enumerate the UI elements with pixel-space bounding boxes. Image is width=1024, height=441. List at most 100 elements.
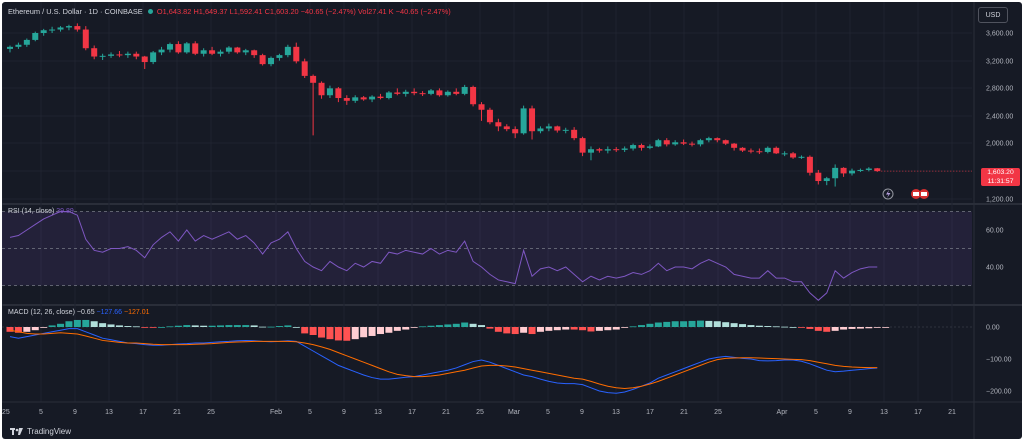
- macd-legend-macd: −127.66: [96, 309, 123, 316]
- macd-histogram-bar: [873, 327, 881, 328]
- candle-up: [99, 55, 106, 57]
- candle-down: [503, 126, 510, 130]
- rsi-axis-label: 40.00: [986, 265, 1004, 272]
- price-axis-label: 2,000.00: [986, 141, 1013, 148]
- candle-up: [562, 129, 569, 131]
- candle-up: [587, 149, 594, 153]
- macd-axis-label: 0.00: [986, 325, 1000, 332]
- time-axis-label: 9: [848, 409, 852, 416]
- time-axis-label: 25: [207, 409, 215, 416]
- macd-histogram-bar: [865, 327, 873, 329]
- macd-histogram-bar: [360, 327, 368, 338]
- candle-up: [326, 88, 333, 96]
- macd-histogram-bar: [823, 327, 831, 332]
- time-axis-label: 21: [173, 409, 181, 416]
- candle-down: [689, 143, 696, 145]
- rsi-legend[interactable]: RSI (14, close) 39.89: [8, 208, 74, 215]
- candle-down: [74, 26, 81, 30]
- ohlc-change: −40.65 (−2.47%): [300, 7, 356, 16]
- macd-histogram-bar: [191, 325, 199, 327]
- rsi-band-fill: [2, 211, 972, 286]
- candle-up: [200, 50, 207, 54]
- tradingview-label: TradingView: [27, 427, 72, 436]
- candle-down: [436, 90, 443, 96]
- macd-histogram-bar: [427, 325, 435, 327]
- time-axis-label: 13: [374, 409, 382, 416]
- candle-down: [815, 172, 822, 182]
- time-axis-label: 17: [408, 409, 416, 416]
- macd-histogram-bar: [124, 326, 132, 327]
- candle-down: [773, 147, 780, 154]
- candle-up: [150, 52, 157, 63]
- macd-line: [9, 328, 878, 394]
- time-axis-label: Mar: [508, 409, 521, 416]
- macd-histogram-bar: [671, 321, 679, 327]
- macd-histogram-bar: [149, 327, 157, 328]
- macd-histogram-bar: [343, 327, 351, 341]
- macd-histogram-bar: [781, 326, 789, 328]
- time-axis-label: 13: [105, 409, 113, 416]
- candle-up: [849, 170, 855, 174]
- macd-histogram-bar: [14, 327, 22, 333]
- macd-histogram-bar: [562, 327, 570, 330]
- candle-down: [310, 75, 317, 83]
- price-axis-label: 2,800.00: [986, 86, 1013, 93]
- macd-histogram-bar: [444, 324, 452, 327]
- currency-button[interactable]: USD: [978, 7, 1008, 23]
- candle-down: [453, 91, 460, 94]
- time-axis-label: 25: [714, 409, 722, 416]
- candle-down: [91, 48, 98, 57]
- candle-up: [402, 91, 409, 94]
- macd-histogram-bar: [646, 323, 654, 327]
- macd-histogram-bar: [301, 327, 309, 334]
- candle-down: [377, 96, 384, 99]
- macd-histogram-bar: [856, 327, 864, 329]
- macd-histogram-bar: [82, 319, 90, 327]
- macd-axis-label: −100.00: [986, 357, 1012, 364]
- macd-histogram-bar: [410, 327, 418, 328]
- tradingview-branding[interactable]: TradingView: [10, 427, 71, 436]
- symbol-header: Ethereum / U.S. Dollar · 1D · COINBASE O…: [8, 7, 451, 16]
- candle-up: [276, 55, 283, 58]
- time-axis-label: 5: [39, 409, 43, 416]
- candle-down: [394, 92, 401, 94]
- macd-histogram-bar: [376, 327, 384, 335]
- candle-down: [596, 149, 603, 151]
- candle-down: [579, 138, 586, 153]
- macd-histogram-bar: [882, 327, 890, 328]
- time-axis-label: 21: [442, 409, 450, 416]
- macd-legend[interactable]: MACD (12, 26, close) −0.65 −127.66 −127.…: [8, 309, 150, 316]
- lightning-bolt: [886, 190, 891, 198]
- candle-down: [739, 147, 746, 151]
- ohlc-high: H1,649.37: [193, 7, 228, 16]
- candle-down: [486, 109, 493, 123]
- volume-change: −40.65 (−2.47%): [395, 7, 451, 16]
- candle-down: [175, 44, 182, 53]
- candle-down: [680, 142, 687, 144]
- candle-down: [512, 129, 519, 134]
- macd-histogram-bar: [242, 325, 250, 327]
- candle-up: [621, 148, 628, 150]
- candle-down: [806, 156, 813, 173]
- chart-events: [882, 188, 929, 200]
- time-axis-label: 5: [814, 409, 818, 416]
- macd-histogram-bar: [806, 327, 814, 329]
- macd-histogram-bar: [6, 327, 14, 332]
- candle-down: [360, 97, 367, 100]
- macd-histogram-bar: [40, 327, 48, 328]
- candle-down: [82, 29, 89, 49]
- macd-histogram-bar: [132, 326, 140, 328]
- ohlc-low: L1,592.41: [229, 7, 263, 16]
- macd-histogram-bar: [520, 327, 528, 333]
- macd-histogram-bar: [595, 327, 603, 331]
- candle-down: [293, 46, 300, 62]
- candle-down: [192, 43, 199, 54]
- candle-down: [554, 126, 561, 131]
- candle-up: [646, 146, 653, 148]
- macd-histogram-bar: [73, 319, 81, 327]
- candle-down: [571, 129, 578, 139]
- symbol-title[interactable]: Ethereum / U.S. Dollar · 1D · COINBASE: [8, 7, 143, 16]
- candle-down: [470, 86, 477, 105]
